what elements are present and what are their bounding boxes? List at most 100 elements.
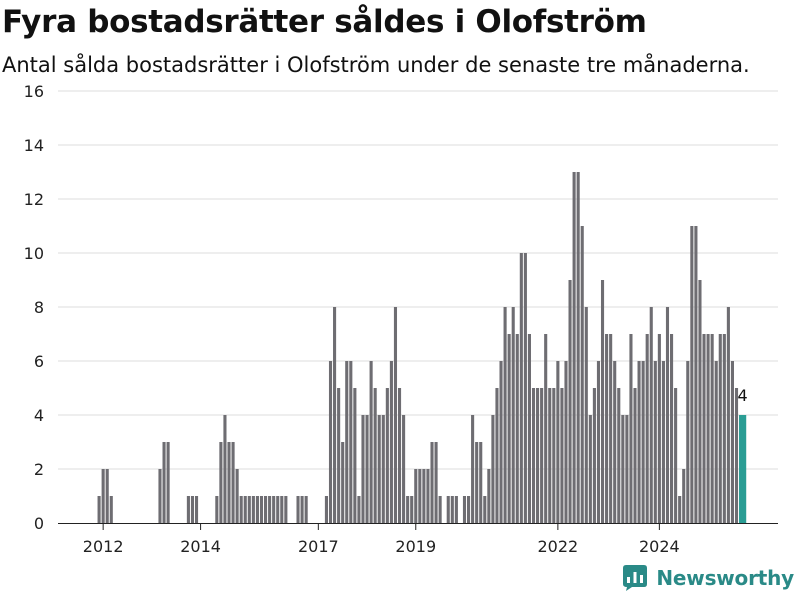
- y-axis: 0 2 4 6 8 10 12 14 16: [24, 82, 44, 533]
- bar: [576, 172, 580, 523]
- x-tick-label: 2012: [83, 537, 124, 556]
- bar: [499, 361, 503, 523]
- bar: [527, 334, 531, 523]
- bar: [467, 496, 471, 523]
- bar: [588, 415, 592, 523]
- bar: [239, 496, 243, 523]
- y-tick-label: 6: [34, 352, 44, 371]
- x-tick-label: 2017: [298, 537, 339, 556]
- bar: [333, 307, 337, 523]
- bar: [227, 442, 231, 523]
- bar: [422, 469, 426, 523]
- bar: [710, 334, 714, 523]
- bar: [280, 496, 284, 523]
- bar: [337, 388, 341, 523]
- bar: [438, 496, 442, 523]
- bar: [649, 307, 653, 523]
- bar: [678, 496, 682, 523]
- bar: [670, 334, 674, 523]
- bar: [645, 334, 649, 523]
- x-tick-label: 2022: [538, 537, 579, 556]
- bar: [284, 496, 288, 523]
- bar: [219, 442, 223, 523]
- y-tick-label: 8: [34, 298, 44, 317]
- y-tick-label: 12: [24, 190, 44, 209]
- bar: [613, 361, 617, 523]
- last-value-label: 4: [738, 386, 748, 405]
- bars: [97, 172, 747, 523]
- bar: [718, 334, 722, 523]
- bar: [300, 496, 304, 523]
- bar: [657, 334, 661, 523]
- bar: [540, 388, 544, 523]
- bar: [397, 388, 402, 523]
- brand-name: Newsworthy: [656, 566, 794, 590]
- bar: [726, 307, 730, 523]
- bar: [682, 469, 686, 523]
- gridlines: [58, 90, 778, 470]
- bar: [523, 253, 527, 523]
- bar: [584, 307, 588, 523]
- bar: [162, 442, 166, 523]
- bar: [426, 469, 430, 523]
- bar: [617, 388, 621, 523]
- x-tick-label: 2014: [180, 537, 221, 556]
- bar: [661, 361, 665, 523]
- bar: [194, 496, 199, 523]
- bar: [304, 496, 308, 523]
- bar: [296, 496, 300, 523]
- bar: [637, 361, 641, 523]
- bar: [268, 496, 272, 523]
- bar: [418, 469, 422, 523]
- bar: [629, 334, 633, 523]
- bar: [389, 361, 393, 523]
- x-tick-label: 2024: [639, 537, 680, 556]
- bar: [511, 307, 515, 523]
- bar: [243, 496, 247, 523]
- chart-title: Fyra bostadsrätter såldes i Olofström: [2, 4, 647, 40]
- bar: [674, 388, 678, 523]
- y-tick-label: 10: [24, 244, 44, 263]
- bar: [235, 469, 239, 523]
- bar: [365, 415, 369, 523]
- bar: [414, 469, 418, 523]
- bar: [580, 226, 584, 523]
- bar: [259, 496, 264, 523]
- bar: [446, 496, 450, 523]
- y-tick-label: 2: [34, 460, 44, 479]
- bar: [406, 496, 410, 523]
- bar: [369, 361, 373, 523]
- bar: [402, 415, 406, 523]
- x-tick-label: 2019: [395, 537, 436, 556]
- bar: [556, 361, 560, 523]
- bar: [471, 415, 475, 523]
- bar: [706, 334, 710, 523]
- bar: [105, 469, 109, 523]
- bar: [377, 415, 381, 523]
- y-tick-label: 14: [24, 136, 44, 155]
- bar: [714, 361, 718, 523]
- bar: [564, 361, 568, 523]
- bar: [158, 469, 162, 523]
- bar: [734, 388, 739, 523]
- bar: [491, 415, 495, 523]
- bar: [109, 496, 113, 523]
- bar: [251, 496, 255, 523]
- bar: [97, 496, 101, 523]
- bar: [503, 307, 507, 523]
- bar: [361, 415, 365, 523]
- bar: [641, 361, 645, 523]
- bar-latest: [739, 415, 747, 523]
- bar: [385, 388, 389, 523]
- bar: [393, 307, 398, 523]
- bar: [353, 388, 357, 523]
- bar: [600, 280, 605, 523]
- bar: [572, 172, 576, 523]
- bar: [349, 361, 353, 523]
- brand: Newsworthy: [622, 564, 794, 592]
- bar: [410, 496, 414, 523]
- x-axis: 2012 2014 2017 2019 2022 2024: [83, 523, 680, 556]
- bar: [694, 226, 698, 523]
- bar: [653, 361, 657, 523]
- bar: [373, 388, 377, 523]
